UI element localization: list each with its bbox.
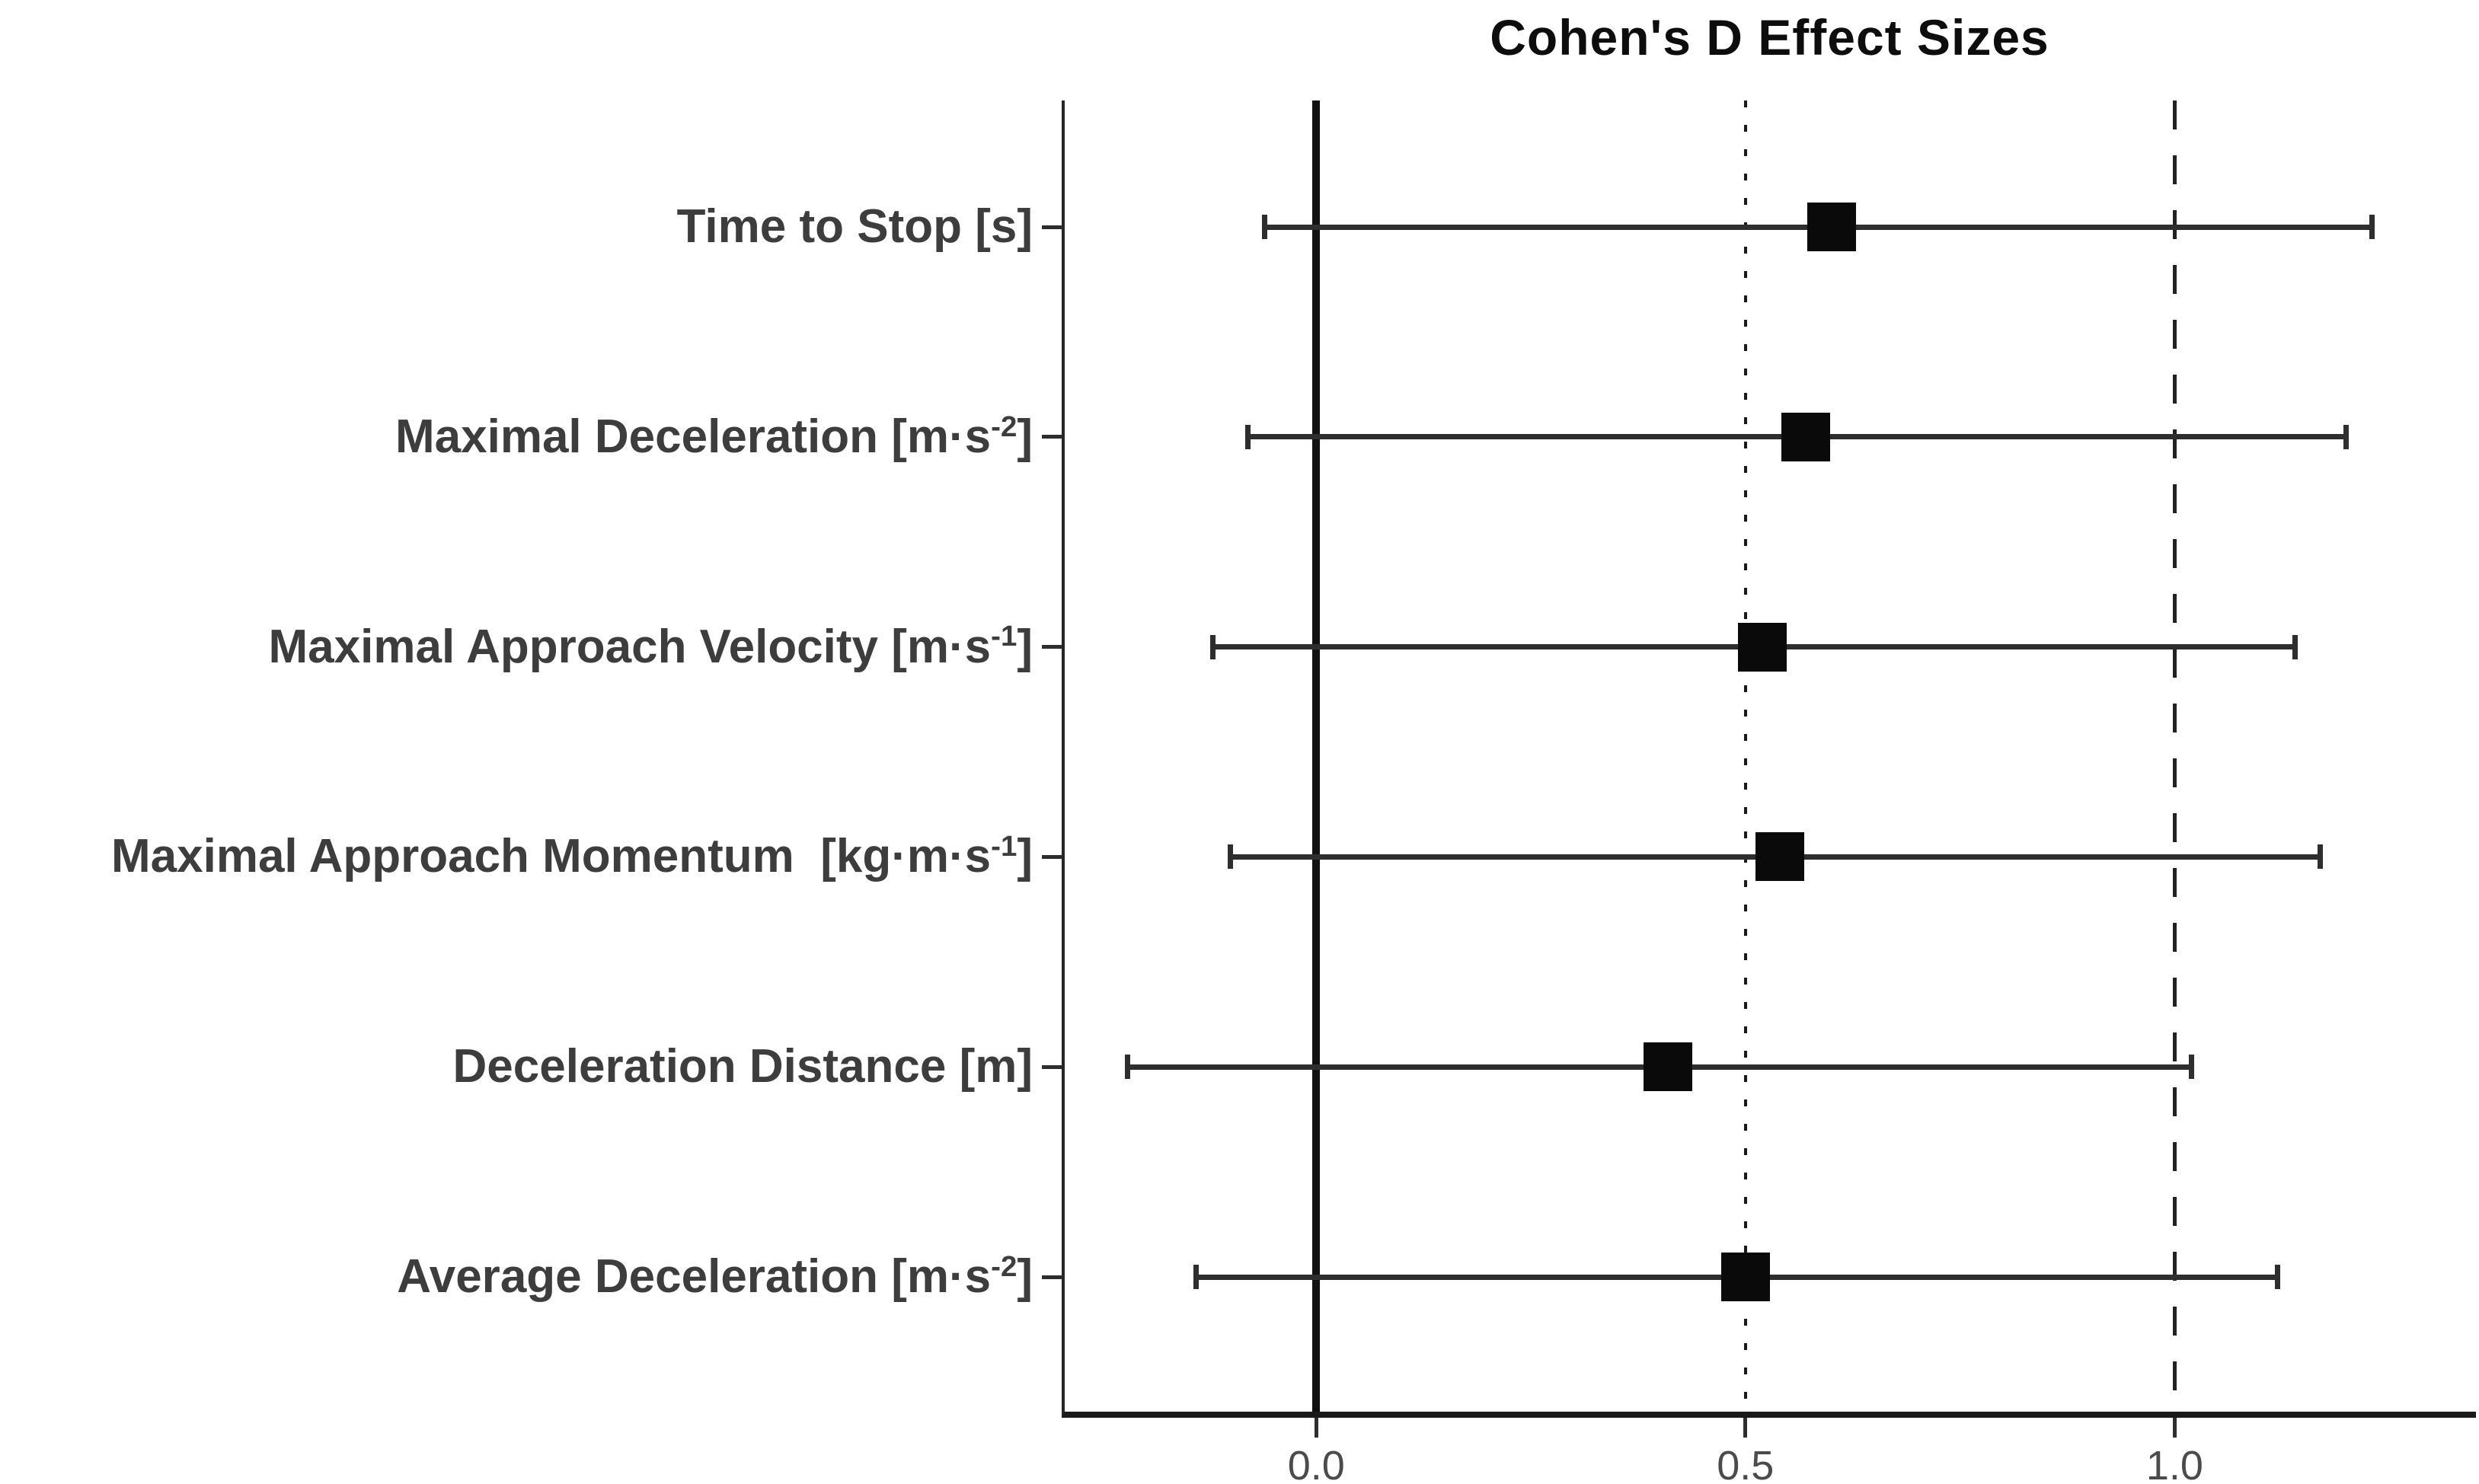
error-bar-cap-left [1244,424,1251,449]
x-axis-tick-label: 0.0 [1287,1443,1345,1484]
category-label-text: Maximal Approach Velocity [268,620,879,673]
category-unit-close: ] [1017,410,1033,463]
x-axis-tick [2172,1418,2177,1438]
category-unit-superscript: -2 [991,1249,1017,1283]
category-unit: [m·s [878,410,992,463]
category-label-text: Average Deceleration [397,1250,879,1303]
plot-area [1042,101,2476,1418]
x-axis-tick [1743,1418,1748,1438]
x-axis-tick-label: 1.0 [2145,1443,2203,1484]
category-unit-superscript: -1 [991,830,1017,863]
category-unit-superscript: -1 [991,620,1017,653]
category-unit-close: ] [1017,200,1033,253]
category-unit: [m·s [878,620,992,673]
category-unit-close: ] [1017,620,1033,673]
y-axis-tick [1042,225,1062,229]
category-unit-close: ] [1017,1040,1033,1093]
category-unit: [m [946,1040,1017,1093]
category-label-text: Time to Stop [676,200,962,253]
point-marker [1738,622,1787,672]
category-label-text: Maximal Approach Momentum [110,830,794,883]
error-bar-cap-left [1210,634,1216,659]
error-bar-cap-left [1193,1265,1199,1289]
error-bar-cap-right [2189,1055,2195,1080]
category-unit: [s [961,200,1017,253]
y-axis-tick [1042,1275,1062,1279]
category-label-text: Deceleration Distance [452,1040,947,1093]
category-label: Maximal Approach Velocity [m·s-1] [0,620,1033,673]
point-marker [1644,1042,1693,1092]
category-label: Maximal Approach Momentum [kg·m·s-1] [0,830,1033,883]
category-label-text: Maximal Deceleration [395,410,879,463]
error-bar-cap-right [2275,1265,2281,1289]
y-axis-tick [1042,1064,1062,1069]
point-marker [1781,412,1830,461]
error-bar-cap-left [1262,215,1268,239]
reference-line-dashed [2172,101,2177,1412]
error-bar-cap-right [2318,844,2324,870]
point-marker [1755,832,1804,882]
category-unit-close: ] [1017,1250,1033,1303]
point-marker [1720,1253,1770,1301]
error-bar-cap-right [2369,215,2375,239]
point-marker [1807,203,1856,251]
reference-line-solid [1312,101,1321,1412]
error-bar-cap-left [1228,844,1234,870]
y-axis-tick [1042,435,1062,439]
category-label: Maximal Deceleration [m·s-2] [0,410,1033,463]
category-unit-close: ] [1017,830,1033,883]
error-bar-cap-right [2343,424,2350,449]
category-label: Deceleration Distance [m] [0,1043,1033,1090]
reference-line-dotted [1743,101,1747,1412]
x-axis-tick-label: 0.5 [1717,1443,1775,1484]
category-unit: [kg·m·s [794,830,992,883]
error-bar-cap-right [2292,634,2298,659]
category-label: Time to Stop [s] [0,203,1033,251]
category-unit-superscript: -2 [991,410,1017,443]
error-bar-cap-left [1124,1055,1130,1080]
category-unit: [m·s [878,1250,992,1303]
y-axis-tick [1042,645,1062,649]
category-label: Average Deceleration [m·s-2] [0,1249,1033,1303]
chart-title: Cohen's D Effect Sizes [1490,9,2049,65]
y-axis-tick [1042,854,1062,859]
x-axis-tick [1314,1418,1318,1438]
